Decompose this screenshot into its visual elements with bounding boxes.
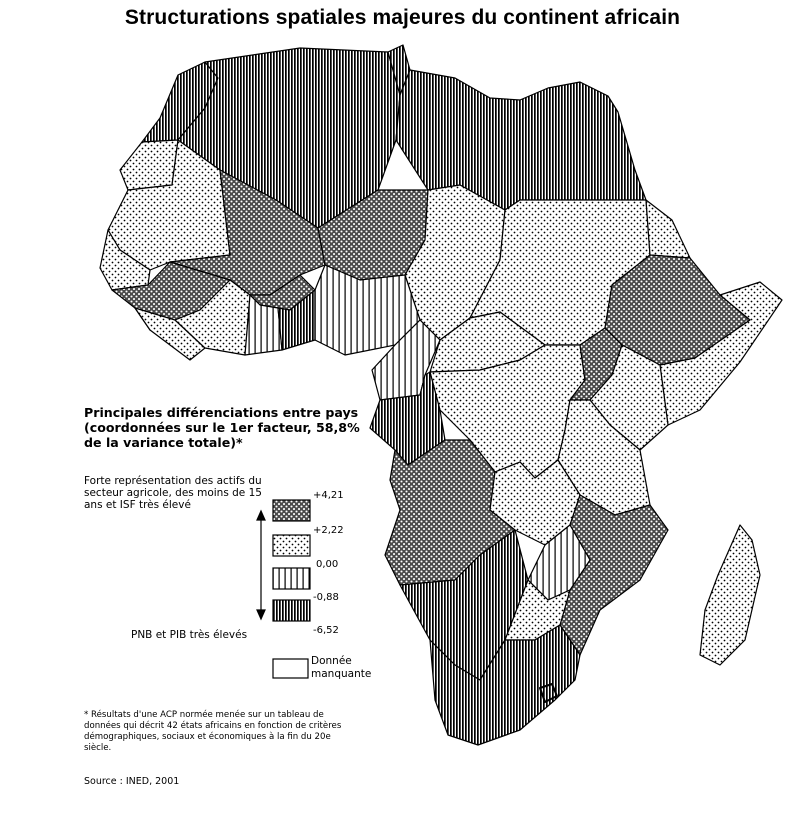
legend-swatch-dense-dots [272, 499, 311, 522]
region-eritrea [645, 199, 691, 259]
legend-axis-arrow [256, 509, 266, 621]
region-madagascar [699, 524, 761, 666]
legend-swatch-sparse-v [272, 567, 311, 590]
region-egypt [519, 81, 647, 201]
footnote: * Résultats d'une ACP normée menée sur u… [84, 710, 342, 753]
legend-break-4: -0,88 [313, 592, 339, 603]
legend-break-5: -6,52 [313, 625, 339, 636]
legend-break-2: +2,22 [313, 525, 344, 536]
region-gabon-congo [369, 371, 446, 466]
legend-break-1: +4,21 [313, 490, 344, 501]
map-title: Structurations spatiales majeures du con… [124, 6, 681, 29]
legend-axis-bottom-label: PNB et PIB très élevés [131, 629, 248, 641]
region-western-sahara [119, 139, 179, 191]
region-south-africa [429, 624, 581, 746]
legend-heading: Principales différenciations entre pays … [84, 405, 360, 450]
legend-swatch-dense-v [272, 599, 311, 622]
legend-break-3: 0,00 [316, 559, 339, 570]
legend-swatch-light-dots [272, 534, 311, 557]
legend-missing-label: Donnée manquante [311, 655, 372, 680]
region-lesotho [539, 683, 558, 703]
source-note: Source : INED, 2001 [84, 776, 180, 787]
region-ghana [244, 294, 283, 356]
legend-swatch-missing [272, 658, 309, 679]
region-somalia [659, 281, 783, 426]
legend-axis-top-label: Forte représentation des actifs du secte… [84, 475, 262, 511]
